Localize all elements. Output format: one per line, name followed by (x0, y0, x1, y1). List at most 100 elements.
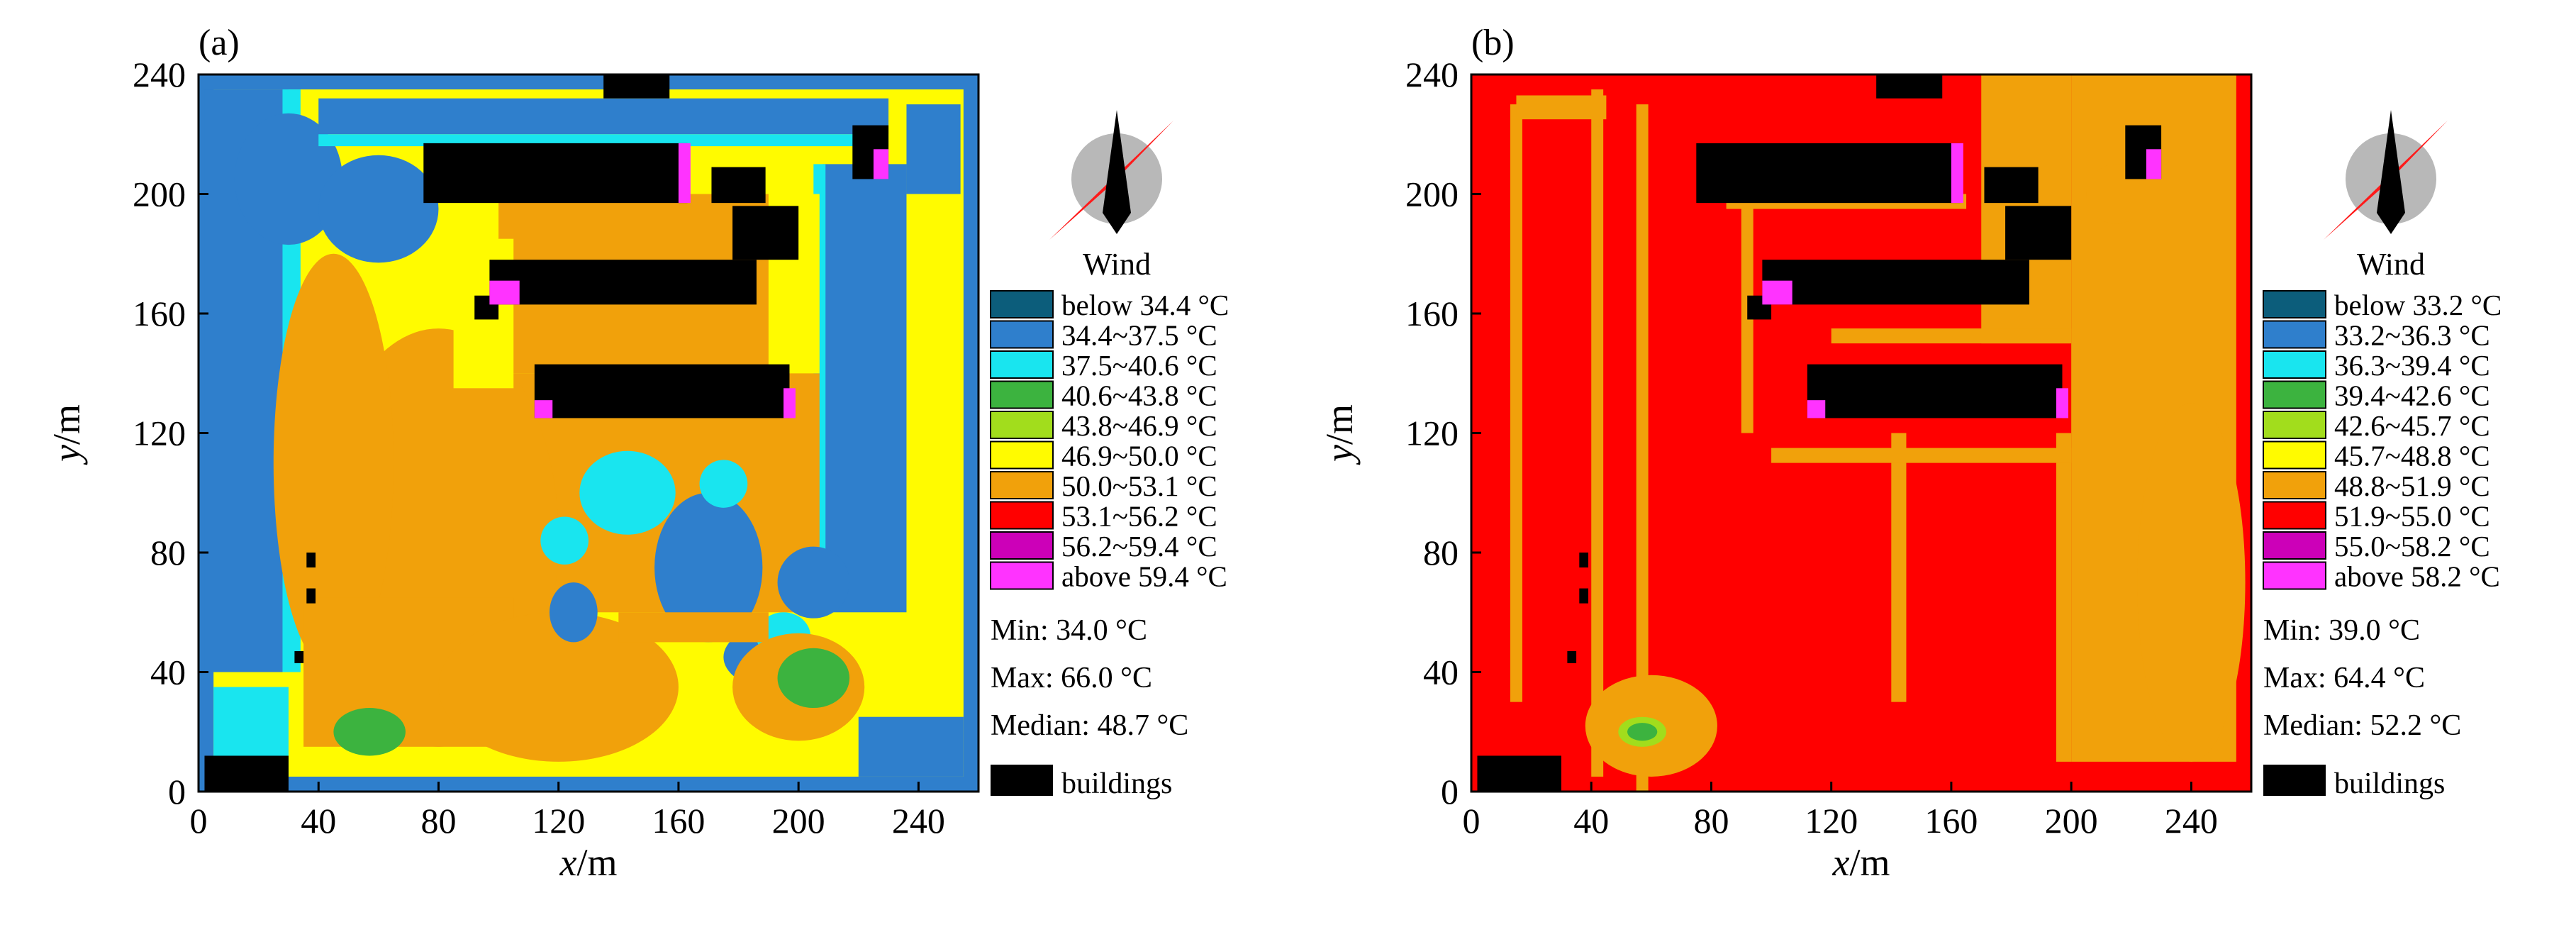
legend-item: 34.4~37.5 °C (990, 319, 1217, 352)
legend-swatch (990, 411, 1054, 439)
legend-swatch (990, 350, 1054, 379)
building (423, 143, 688, 204)
building (603, 74, 670, 99)
hot-spot (678, 143, 691, 204)
wind-label: Wind (1083, 247, 1151, 282)
building (204, 755, 289, 792)
field-region (234, 113, 343, 245)
legend-label: above 58.2 °C (2334, 560, 2500, 593)
x-tick-label: 240 (2165, 801, 2218, 841)
y-tick-label: 120 (133, 414, 186, 453)
hot-spot (873, 149, 889, 179)
legend-label: 51.9~55.0 °C (2334, 500, 2490, 533)
legend: below 33.2 °C33.2~36.3 °C36.3~39.4 °C39.… (2263, 289, 2502, 593)
buildings-label: buildings (2334, 767, 2445, 800)
legend-label: 42.6~45.7 °C (2334, 409, 2490, 442)
building (1984, 167, 2039, 204)
y-tick-label: 240 (133, 55, 186, 94)
field-region (579, 450, 676, 535)
x-axis-variable: x (559, 841, 577, 884)
legend-item: 37.5~40.6 °C (990, 349, 1217, 382)
panel-b: 0 40 80 120 160 200 240 0 40 80 120 160 200 240 (b) x/m… (1318, 23, 2502, 884)
y-tick-label: 40 (150, 653, 186, 692)
legend-swatch (2263, 380, 2326, 409)
north-needle-icon (2377, 110, 2405, 234)
stat-text: Median: 48.7 °C (991, 709, 1188, 742)
legend-label: 45.7~48.8 °C (2334, 440, 2490, 472)
field-region (654, 492, 763, 643)
y-tick-label: 0 (1441, 772, 1459, 811)
legend-label: below 34.4 °C (1061, 289, 1229, 321)
x-tick-label: 40 (1573, 801, 1609, 841)
legend-swatch (2263, 471, 2326, 499)
field-region (1636, 104, 1649, 792)
building (1876, 74, 1943, 99)
legend-item: 53.1~56.2 °C (990, 500, 1217, 533)
stat-text: Median: 52.2 °C (2263, 709, 2461, 742)
legend-swatch (2263, 531, 2326, 560)
legend-label: 37.5~40.6 °C (1061, 349, 1217, 382)
building (1477, 755, 1561, 792)
x-tick-label: 200 (772, 801, 825, 841)
legend-swatch (990, 531, 1054, 560)
legend-swatch (2263, 290, 2326, 318)
legend-item: 42.6~45.7 °C (2263, 409, 2490, 442)
legend-item: 48.8~51.9 °C (2263, 470, 2490, 502)
x-tick-label: 80 (420, 801, 456, 841)
field-region (1591, 89, 1604, 777)
y-tick-label: 200 (133, 174, 186, 214)
field-region (1831, 328, 2072, 344)
y-tick-label: 80 (1423, 533, 1459, 572)
field-region (906, 104, 961, 194)
field-region (318, 155, 439, 263)
panel-label: (a) (199, 23, 240, 63)
hot-spot (2056, 388, 2068, 418)
x-tick-label: 200 (2045, 801, 2098, 841)
field-region (438, 612, 679, 762)
legend-item: above 58.2 °C (2263, 560, 2500, 593)
building (711, 167, 766, 204)
building (306, 588, 316, 604)
y-axis-unit: /m (45, 404, 88, 445)
compass-icon: N (2324, 110, 2448, 240)
field-region (550, 582, 598, 643)
stat-text: Max: 64.4 °C (2263, 662, 2425, 694)
building (306, 553, 316, 568)
stat-text: Min: 39.0 °C (2263, 614, 2420, 647)
x-tick-label: 0 (1463, 801, 1481, 841)
legend-swatch (990, 561, 1054, 590)
building (1579, 588, 1588, 604)
wind-label: Wind (2357, 247, 2425, 282)
temperature-field (1471, 74, 2251, 792)
hot-spot (534, 400, 553, 418)
legend-swatch (990, 320, 1054, 349)
legend-item: 50.0~53.1 °C (990, 470, 1217, 502)
legend-swatch (990, 290, 1054, 318)
hot-spot (489, 280, 520, 305)
legend-label: 46.9~50.0 °C (1061, 440, 1217, 472)
legend-item: 46.9~50.0 °C (990, 440, 1217, 472)
hot-spot (1807, 400, 1826, 418)
buildings-swatch (2263, 765, 2326, 796)
x-axis-label: x/m (559, 841, 618, 884)
building (1567, 651, 1577, 663)
stat-text: Min: 34.0 °C (991, 614, 1147, 647)
north-needle-icon (1103, 110, 1131, 234)
field-region (1510, 104, 1522, 702)
field-region (273, 253, 394, 672)
field-region (2137, 403, 2246, 762)
building (1762, 260, 2029, 305)
field-region (1627, 723, 1658, 741)
legend-item: 56.2~59.4 °C (990, 530, 1217, 562)
legend-item: 43.8~46.9 °C (990, 409, 1217, 442)
legend-swatch (990, 440, 1054, 470)
stat-text: Max: 66.0 °C (991, 662, 1152, 694)
hot-spot (1951, 143, 1963, 204)
field-region (1891, 433, 1907, 702)
legend-label: 56.2~59.4 °C (1061, 530, 1217, 562)
x-tick-label: 80 (1693, 801, 1729, 841)
legend-label: 55.0~58.2 °C (2334, 530, 2490, 562)
field-region (618, 612, 769, 643)
field-region (699, 460, 748, 508)
legend-item: 33.2~36.3 °C (2263, 319, 2490, 352)
